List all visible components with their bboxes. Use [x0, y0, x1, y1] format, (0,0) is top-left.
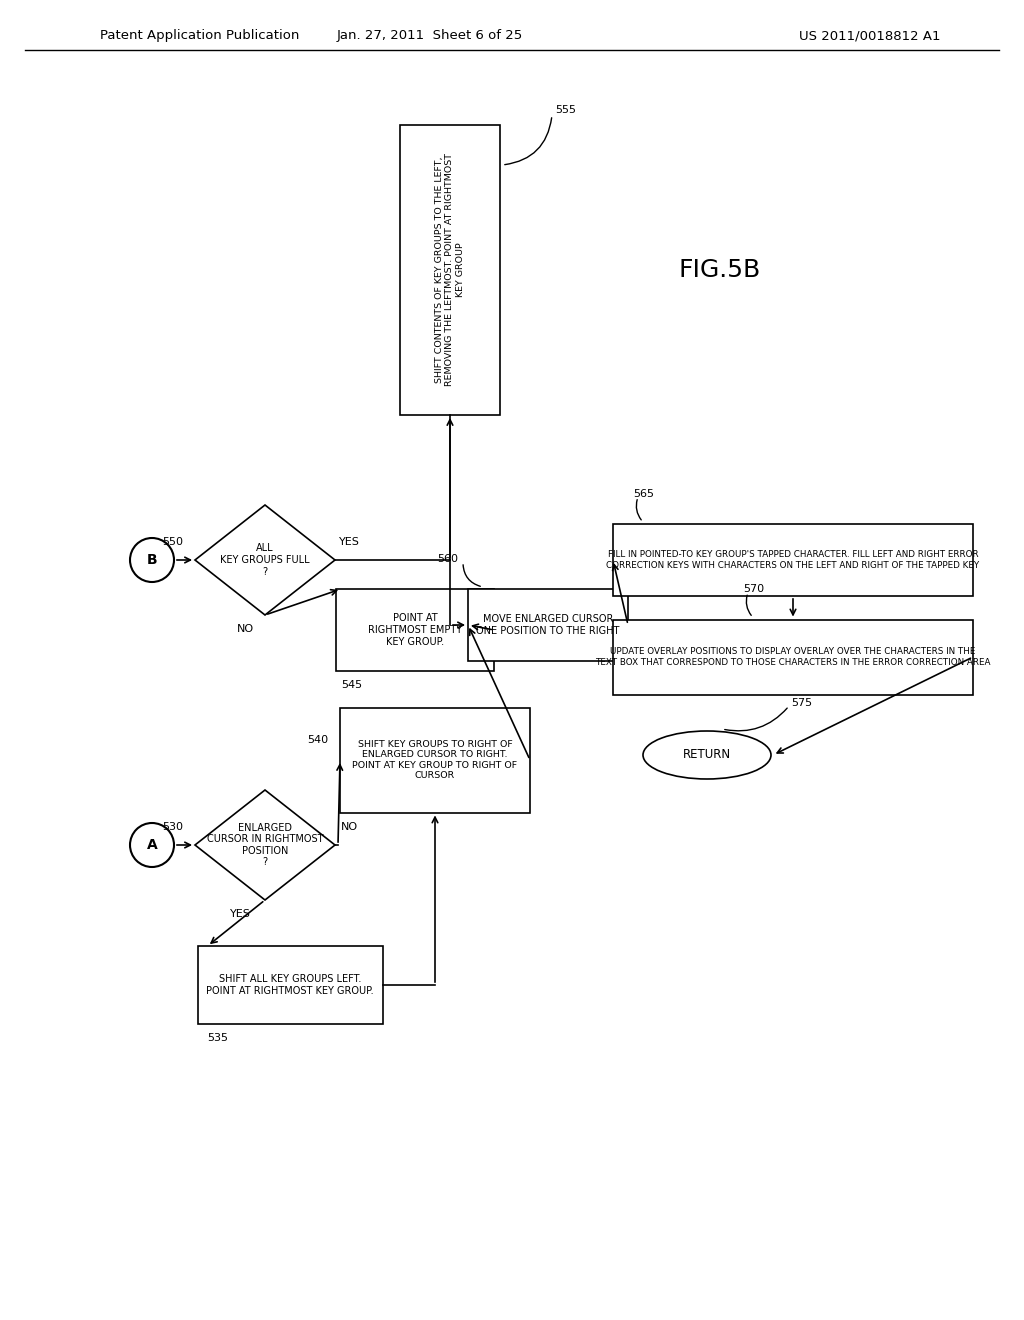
Circle shape [130, 539, 174, 582]
Text: MOVE ENLARGED CURSOR
ONE POSITION TO THE RIGHT: MOVE ENLARGED CURSOR ONE POSITION TO THE… [476, 614, 620, 636]
Text: A: A [146, 838, 158, 851]
Text: UPDATE OVERLAY POSITIONS TO DISPLAY OVERLAY OVER THE CHARACTERS IN THE
TEXT BOX : UPDATE OVERLAY POSITIONS TO DISPLAY OVER… [595, 647, 991, 667]
FancyBboxPatch shape [336, 589, 494, 671]
Text: SHIFT KEY GROUPS TO RIGHT OF
ENLARGED CURSOR TO RIGHT.
POINT AT KEY GROUP TO RIG: SHIFT KEY GROUPS TO RIGHT OF ENLARGED CU… [352, 741, 517, 780]
Text: Jan. 27, 2011  Sheet 6 of 25: Jan. 27, 2011 Sheet 6 of 25 [337, 29, 523, 42]
Text: B: B [146, 553, 158, 568]
Text: 575: 575 [791, 698, 812, 708]
FancyBboxPatch shape [400, 125, 500, 414]
Text: RETURN: RETURN [683, 748, 731, 762]
Text: 560: 560 [437, 554, 458, 564]
Text: US 2011/0018812 A1: US 2011/0018812 A1 [800, 29, 941, 42]
Text: 545: 545 [341, 680, 362, 690]
Text: POINT AT
RIGHTMOST EMPTY
KEY GROUP.: POINT AT RIGHTMOST EMPTY KEY GROUP. [368, 614, 462, 647]
Text: NO: NO [340, 822, 357, 832]
Text: SHIFT CONTENTS OF KEY GROUPS TO THE LEFT,
REMOVING THE LEFTMOST. POINT AT RIGHTM: SHIFT CONTENTS OF KEY GROUPS TO THE LEFT… [435, 153, 465, 387]
Circle shape [130, 822, 174, 867]
Text: Patent Application Publication: Patent Application Publication [100, 29, 299, 42]
FancyBboxPatch shape [468, 589, 628, 661]
Text: NO: NO [237, 624, 254, 634]
Text: 535: 535 [208, 1034, 228, 1043]
FancyBboxPatch shape [340, 708, 530, 813]
Ellipse shape [643, 731, 771, 779]
Text: 555: 555 [555, 106, 575, 115]
Text: 530: 530 [162, 822, 183, 832]
Text: YES: YES [229, 909, 251, 919]
Polygon shape [195, 789, 335, 900]
Text: ALL
KEY GROUPS FULL
?: ALL KEY GROUPS FULL ? [220, 544, 310, 577]
FancyBboxPatch shape [613, 619, 973, 694]
Text: FILL IN POINTED-TO KEY GROUP'S TAPPED CHARACTER. FILL LEFT AND RIGHT ERROR
CORRE: FILL IN POINTED-TO KEY GROUP'S TAPPED CH… [606, 550, 980, 570]
Text: ENLARGED
CURSOR IN RIGHTMOST
POSITION
?: ENLARGED CURSOR IN RIGHTMOST POSITION ? [207, 822, 324, 867]
Text: 550: 550 [162, 537, 183, 546]
Text: 565: 565 [633, 488, 654, 499]
FancyBboxPatch shape [198, 946, 383, 1024]
Text: SHIFT ALL KEY GROUPS LEFT.
POINT AT RIGHTMOST KEY GROUP.: SHIFT ALL KEY GROUPS LEFT. POINT AT RIGH… [206, 974, 374, 995]
Polygon shape [195, 506, 335, 615]
Text: FIG.5B: FIG.5B [679, 257, 761, 282]
Text: YES: YES [339, 537, 359, 546]
Text: 570: 570 [743, 585, 764, 594]
FancyBboxPatch shape [613, 524, 973, 597]
Text: 540: 540 [307, 735, 328, 744]
